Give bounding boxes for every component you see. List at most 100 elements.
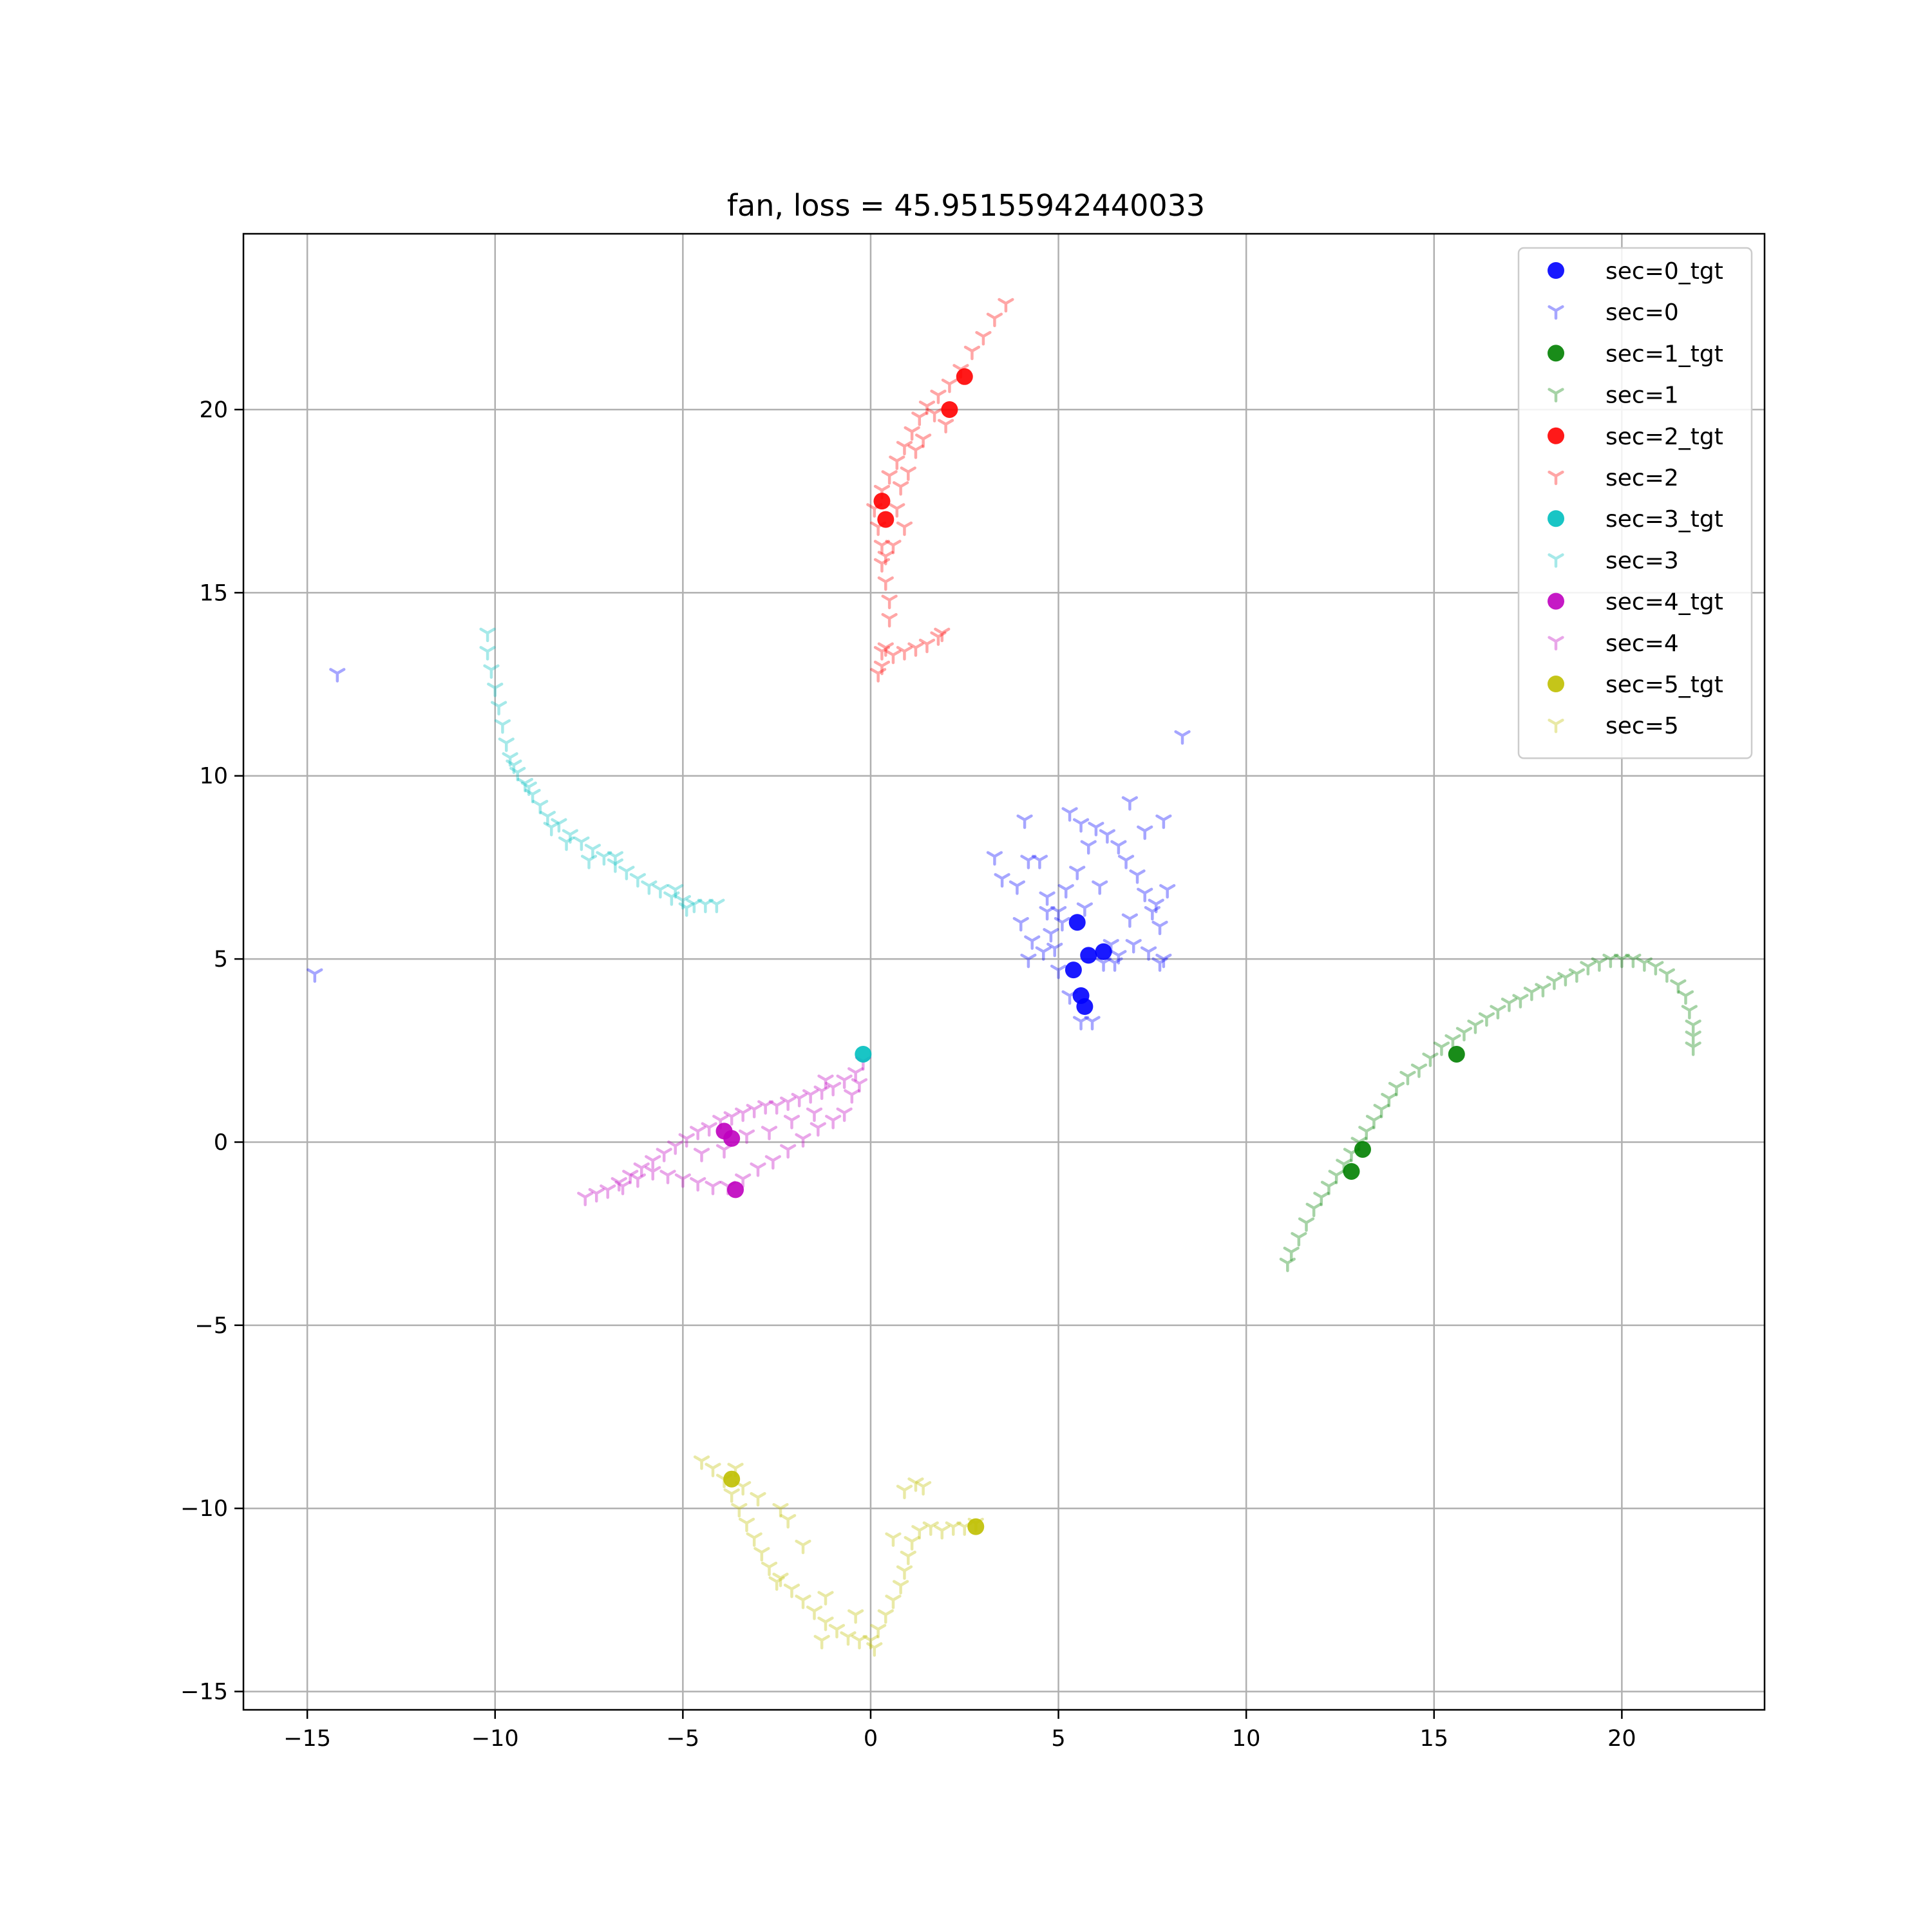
data-point	[1320, 1180, 1338, 1195]
data-point	[881, 470, 898, 485]
data-point	[1358, 1126, 1375, 1141]
data-point	[1148, 898, 1164, 914]
legend-label: sec=1_tgt	[1605, 341, 1723, 367]
data-point	[904, 426, 920, 441]
data-point	[584, 844, 601, 858]
data-point	[998, 298, 1014, 313]
data-point	[1422, 1052, 1439, 1067]
data-point	[674, 1173, 691, 1188]
data-point	[896, 1484, 913, 1500]
data-point	[1373, 1104, 1390, 1119]
legend-label: sec=3	[1605, 547, 1679, 574]
data-point	[1155, 953, 1172, 969]
data-point	[618, 866, 635, 880]
data-point	[490, 701, 507, 715]
data-point	[701, 1122, 717, 1137]
data-point	[520, 781, 537, 797]
data-point	[1354, 1141, 1371, 1158]
series-sec=4	[577, 1056, 871, 1207]
data-point	[881, 594, 898, 609]
data-point	[896, 1565, 913, 1580]
data-point	[885, 540, 902, 554]
series-sec=1_tgt	[1343, 1045, 1465, 1180]
data-point	[1155, 814, 1172, 829]
x-tick-label: 0	[864, 1726, 878, 1752]
data-point	[1050, 905, 1067, 921]
data-point	[761, 1561, 778, 1577]
data-point	[791, 1092, 808, 1108]
data-point	[659, 1170, 676, 1184]
data-point	[1046, 942, 1063, 958]
legend-label: sec=4	[1605, 630, 1679, 657]
data-point	[1043, 928, 1059, 943]
data-point	[934, 1525, 951, 1540]
legend-marker	[1548, 388, 1564, 402]
data-point	[600, 1184, 616, 1199]
data-point	[825, 1115, 842, 1130]
data-point	[873, 646, 891, 661]
data-point	[892, 1580, 909, 1595]
data-point	[715, 1122, 733, 1140]
data-point	[873, 540, 891, 554]
data-point	[723, 1111, 740, 1126]
data-point	[588, 1188, 605, 1203]
data-point	[483, 664, 500, 679]
data-point	[1035, 946, 1052, 961]
data-point	[768, 1576, 785, 1591]
legend-label: sec=2	[1605, 465, 1679, 491]
data-point	[1279, 1257, 1296, 1273]
data-point	[678, 902, 695, 917]
y-tick-label: 5	[214, 947, 228, 972]
data-point	[1009, 880, 1026, 895]
data-point	[844, 1089, 860, 1104]
data-point	[1291, 1232, 1307, 1247]
data-point	[1024, 935, 1041, 950]
data-point	[825, 1081, 842, 1097]
data-point	[795, 1133, 811, 1148]
data-point	[1068, 914, 1086, 931]
data-point	[1557, 972, 1574, 987]
data-point	[817, 1591, 834, 1605]
data-point	[1084, 1016, 1101, 1031]
data-point	[907, 642, 924, 657]
data-point	[851, 1634, 868, 1650]
data-point	[892, 481, 909, 496]
data-point	[1012, 916, 1029, 932]
data-point	[693, 1148, 710, 1162]
data-point	[723, 1470, 741, 1488]
data-point	[772, 1502, 789, 1518]
data-point	[828, 1624, 846, 1639]
legend-marker	[1548, 510, 1564, 527]
data-point	[674, 895, 691, 910]
data-point	[1072, 1016, 1090, 1031]
legend-marker	[1548, 592, 1564, 610]
data-point	[907, 444, 924, 459]
data-point	[896, 646, 913, 661]
data-point	[795, 1595, 811, 1609]
data-point	[780, 1144, 797, 1159]
legend-label: sec=5_tgt	[1605, 672, 1723, 698]
legend-item: sec=2_tgt	[1548, 424, 1723, 450]
data-point	[873, 660, 891, 676]
data-point	[911, 1525, 928, 1540]
data-point	[1080, 947, 1097, 964]
data-point	[1591, 957, 1608, 972]
data-point	[930, 631, 947, 646]
data-point	[498, 737, 515, 752]
series-sec=3_tgt	[855, 1045, 872, 1063]
data-point	[708, 898, 725, 914]
x-tick-label: 20	[1607, 1726, 1636, 1752]
data-point	[1020, 855, 1037, 869]
legend-item: sec=0_tgt	[1548, 258, 1723, 285]
data-point	[1381, 1092, 1397, 1108]
data-point	[735, 1107, 752, 1122]
plot-area	[307, 298, 1701, 1657]
data-point	[690, 1126, 706, 1141]
data-point	[1568, 968, 1586, 983]
data-point	[1129, 869, 1146, 884]
data-point	[1433, 1041, 1450, 1056]
data-point	[1298, 1217, 1315, 1232]
data-point	[1658, 968, 1676, 983]
data-point	[645, 1155, 661, 1170]
data-point	[1020, 953, 1037, 969]
